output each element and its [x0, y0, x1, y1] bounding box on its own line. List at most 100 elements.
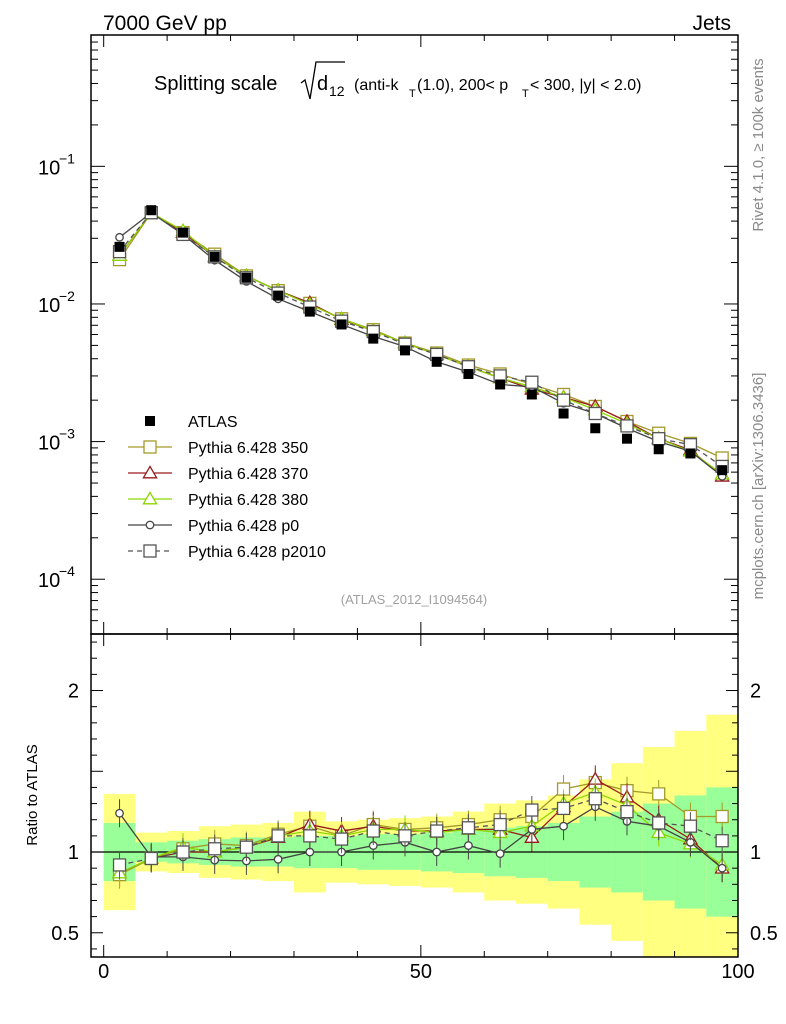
series-4-ratio-point [366, 824, 380, 838]
series-3-ratio-point [559, 821, 568, 831]
atlas-data-point [368, 333, 379, 344]
title-part-a: (anti-k [354, 77, 399, 94]
atlas-data-point [526, 389, 537, 400]
legend-marker [142, 491, 158, 505]
series-4-ratio-point [303, 829, 317, 843]
legend-label: Pythia 6.428 370 [188, 466, 308, 483]
y-tick-label: 10 [38, 295, 60, 317]
series-4-main-point [525, 375, 539, 389]
atlas-data-point [399, 345, 410, 356]
atlas-data-point [273, 290, 284, 301]
series-4-main-point [652, 432, 666, 446]
legend-label: Pythia 6.428 p2010 [188, 544, 326, 561]
atlas-data-point [304, 306, 315, 317]
atlas-data-layer [114, 205, 728, 476]
ratio-plot-frame [90, 633, 739, 958]
series-4-ratio-point [398, 829, 412, 843]
y-tick-label: 10 [38, 433, 60, 455]
title-part-b: (1.0), 200< p [417, 77, 508, 94]
series-4-ratio-point [208, 842, 222, 856]
ratio-tick-label-right: 1 [750, 842, 761, 864]
title-part-b-sub: T [522, 88, 529, 100]
ratio-tick-label-left: 2 [68, 681, 79, 703]
series-4-main-point [620, 419, 634, 433]
atlas-data-point [558, 408, 569, 419]
ratio-tick-label-left: 0.5 [51, 923, 79, 945]
plot-title: Splitting scale d 12 (anti-k T (1.0), 20… [154, 61, 642, 100]
legend-marker [142, 465, 158, 479]
mcplots-label: mcplots.cern.ch [arXiv:1306.3436] [750, 373, 767, 600]
uncertainty-bands [91, 714, 738, 957]
legend-label-atlas: ATLAS [188, 414, 238, 431]
title-part-c: < 300, |y| < 2.0) [530, 77, 642, 94]
atlas-data-point [495, 379, 506, 390]
ratio-tick-label-right: 2 [750, 681, 761, 703]
series-3-ratio-point [273, 854, 283, 864]
series-3-ratio-point [717, 863, 727, 873]
series-4-ratio-point [525, 803, 539, 817]
series-3-ratio-line [119, 806, 723, 869]
legend: ATLAS Pythia 6.428 350 Pythia 6.428 370 Pyt… [128, 414, 326, 561]
series-4-ratio-point [144, 851, 158, 866]
y-tick-exponent: −2 [59, 288, 75, 304]
series-4-ratio-point [112, 858, 127, 872]
series-4-ratio-point [430, 824, 444, 838]
atlas-data-point [653, 444, 664, 455]
y-tick-label: 10 [38, 157, 60, 179]
atlas-data-point [241, 272, 252, 283]
series-4-main-point [556, 393, 571, 407]
y-tick-label: 10 [38, 570, 60, 592]
ratio-tick-label-left: 1 [68, 842, 79, 864]
series-4-ratio-point [588, 792, 602, 806]
ratio-tick-label-right: 0.5 [750, 923, 778, 945]
series-4-ratio-point [239, 840, 254, 854]
series-3-ratio-point [432, 847, 442, 857]
analysis-id: (ATLAS_2012_I1094564) [341, 592, 487, 607]
legend-label: Pythia 6.428 350 [188, 440, 308, 457]
y-tick-exponent: −3 [59, 426, 75, 442]
series-0-ratio-point [715, 809, 729, 824]
atlas-data-point [685, 448, 696, 459]
atlas-data-point [209, 251, 220, 262]
legend-marker-atlas [145, 416, 155, 426]
atlas-data-point [463, 368, 474, 379]
atlas-data-point [621, 433, 632, 444]
series-4-ratio-point [271, 829, 285, 843]
title-var-sub: 12 [329, 83, 345, 99]
axis-ticks [91, 34, 739, 957]
sqrt-sign-icon [300, 61, 345, 100]
x-tick-label: 50 [410, 961, 432, 983]
atlas-data-point [146, 205, 157, 216]
series-3-ratio-point [464, 841, 473, 850]
process-label: Jets [692, 12, 731, 35]
series-4-ratio-point [652, 816, 666, 830]
atlas-data-point [177, 227, 188, 238]
atlas-data-point [717, 465, 728, 476]
series-4-ratio-point [715, 834, 729, 848]
series-3-ratio-point [115, 808, 124, 818]
series-4-ratio-point [493, 817, 507, 832]
legend-label: Pythia 6.428 p0 [188, 518, 299, 535]
series-3-main-point [115, 232, 124, 242]
legend-label: Pythia 6.428 380 [188, 492, 308, 509]
series-4-main-point [588, 406, 602, 421]
series-4-ratio-point [176, 845, 190, 859]
y-tick-exponent: −4 [59, 563, 75, 579]
series-4-ratio-point [683, 819, 698, 833]
series-layer [111, 204, 730, 889]
series-4-ratio-point [461, 821, 476, 835]
legend-marker [143, 544, 157, 558]
series-4-ratio-point [620, 805, 634, 819]
title-main: Splitting scale [154, 73, 277, 95]
legend-marker [143, 440, 157, 454]
title-var: d [317, 73, 328, 95]
y-tick-exponent: −1 [59, 150, 75, 166]
series-3-ratio-point [527, 825, 537, 834]
legend-marker [145, 520, 155, 530]
series-4-ratio-point [556, 801, 571, 816]
series-0-ratio-point [652, 787, 666, 801]
x-tick-label: 0 [98, 961, 109, 983]
ratio-axis-label: Ratio to ATLAS [24, 744, 41, 845]
